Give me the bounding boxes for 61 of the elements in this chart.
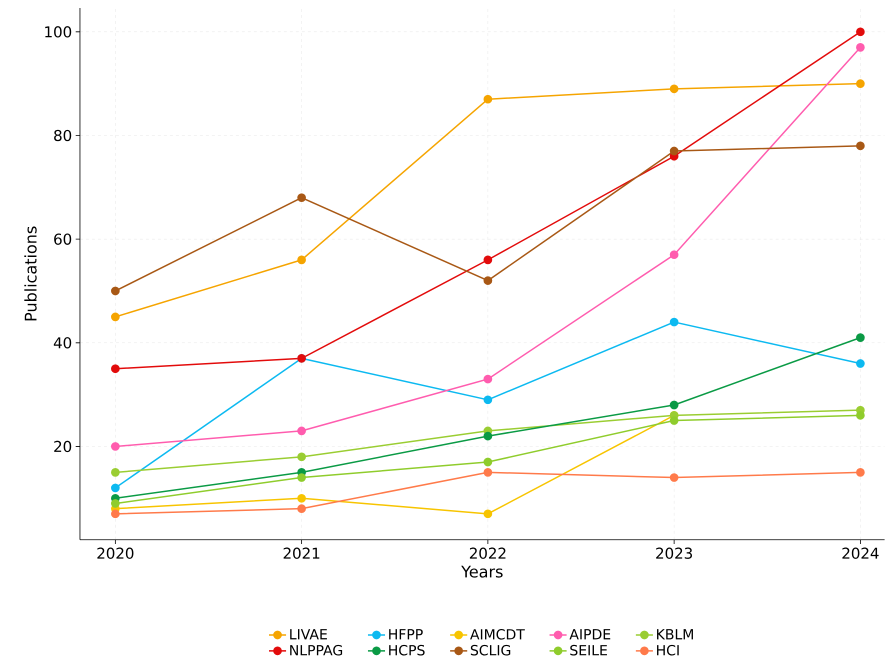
point	[297, 452, 306, 462]
point	[484, 256, 492, 264]
point	[297, 494, 306, 503]
y-tick-label: 60	[54, 234, 72, 245]
point	[484, 276, 492, 286]
y-tick-label: 100	[45, 26, 72, 38]
legend-label: KBLM	[657, 629, 693, 640]
point	[670, 416, 678, 425]
point	[484, 94, 492, 104]
point	[856, 142, 865, 150]
point	[670, 473, 678, 482]
point	[111, 364, 120, 374]
legend-label: HCPS	[389, 645, 425, 656]
point	[111, 286, 120, 296]
point	[297, 193, 306, 202]
point	[670, 146, 678, 156]
legend-label: HCI	[657, 645, 679, 656]
point	[856, 28, 865, 36]
legend-label: AIMCDT	[470, 629, 525, 640]
point	[111, 510, 120, 518]
point	[111, 484, 120, 492]
legend-label: NLPPAG	[290, 645, 342, 656]
y-tick-label: 40	[54, 337, 72, 349]
point	[484, 374, 492, 384]
point	[670, 318, 678, 327]
legend-label: SEILE	[570, 645, 607, 656]
legend-label: SCLIG	[470, 645, 510, 656]
point	[856, 468, 865, 477]
x-tick-label: 2022	[470, 548, 506, 559]
point	[111, 468, 120, 477]
point	[856, 333, 865, 342]
point	[484, 510, 492, 518]
point	[670, 400, 678, 410]
point	[297, 473, 306, 482]
y-tick-label: 80	[54, 130, 72, 142]
point	[297, 426, 306, 436]
point	[297, 504, 306, 514]
legend-label: LIVAE	[290, 629, 327, 640]
legend-label: HFPP	[389, 629, 423, 640]
x-tick-label: 2021	[284, 548, 320, 559]
point	[111, 442, 120, 451]
point	[297, 256, 306, 264]
point	[111, 499, 120, 508]
point	[670, 84, 678, 94]
point	[856, 43, 865, 52]
x-tick-label: 2023	[656, 548, 692, 559]
y-axis-title: Publications	[24, 226, 37, 320]
point	[484, 396, 492, 404]
point	[670, 250, 678, 260]
x-axis-title: Years	[461, 566, 503, 578]
x-tick-label: 2024	[842, 548, 879, 559]
x-tick-label: 2020	[97, 548, 134, 559]
point	[484, 468, 492, 477]
point	[856, 79, 865, 88]
point	[856, 411, 865, 420]
legend-label: AIPDE	[569, 629, 610, 640]
point	[111, 312, 120, 322]
y-tick-label: 20	[54, 440, 72, 452]
point	[484, 458, 492, 466]
point	[856, 359, 865, 368]
point	[484, 432, 492, 441]
